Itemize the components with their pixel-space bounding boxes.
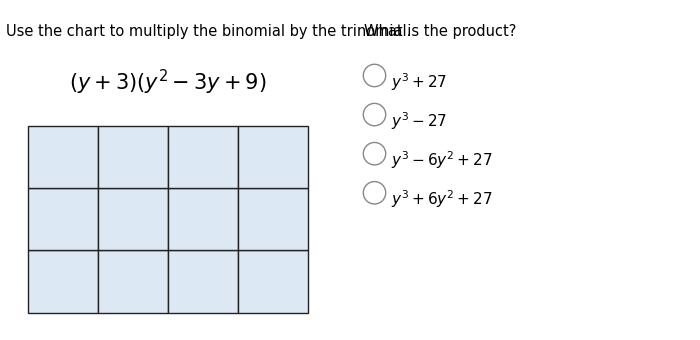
Text: $(y+3)(y^2-3y+9)$: $(y+3)(y^2-3y+9)$ [69,68,267,97]
Text: $y^3 + 6y^2 + 27$: $y^3 + 6y^2 + 27$ [391,189,492,210]
Bar [28,251,98,313]
Text: What is the product?: What is the product? [364,24,517,39]
Text: $y^3 - 27$: $y^3 - 27$ [391,110,447,132]
Bar [168,251,238,313]
Bar [98,251,168,313]
Bar [238,251,308,313]
Bar [98,126,168,188]
Bar [28,126,98,188]
Bar [28,188,98,251]
Bar [238,126,308,188]
Bar [168,126,238,188]
Bar [238,188,308,251]
Text: Use the chart to multiply the binomial by the trinomial.: Use the chart to multiply the binomial b… [6,24,411,39]
Text: $y^3 - 6y^2 + 27$: $y^3 - 6y^2 + 27$ [391,150,492,171]
Bar [168,188,238,251]
Bar [98,188,168,251]
Text: $y^3 + 27$: $y^3 + 27$ [391,71,447,93]
